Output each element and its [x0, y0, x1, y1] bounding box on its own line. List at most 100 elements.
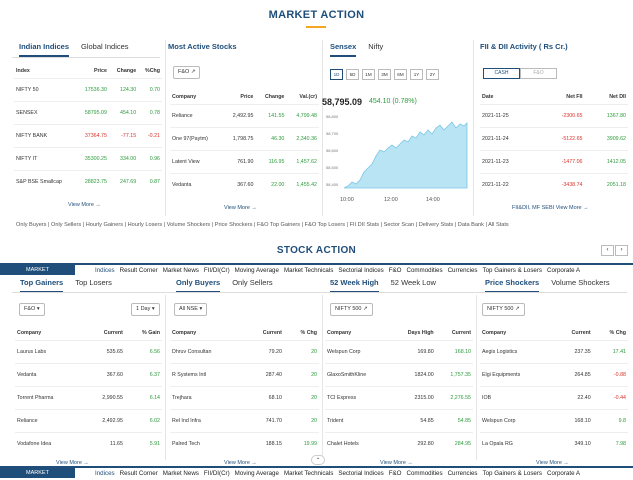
table-row[interactable]: Dhruv Consultan 79.20 20: [170, 339, 319, 363]
table-row[interactable]: SENSEX 58795.09 454.10 0.78: [14, 100, 162, 124]
nav-item[interactable]: Market Technicals: [283, 266, 334, 274]
buyers-dropdown[interactable]: All NSE ▾: [174, 303, 208, 316]
cash-toggle[interactable]: CASH: [483, 68, 520, 79]
nav-item[interactable]: Result Corner: [119, 469, 158, 477]
tab-global-indices[interactable]: Global Indices: [81, 42, 129, 51]
table-row[interactable]: R Systems Intl 287.40 20: [170, 362, 319, 386]
table-row[interactable]: Palred Tech 188.15 19.99: [170, 431, 319, 455]
quick-link[interactable]: Volume Shockers: [166, 222, 211, 228]
table-row[interactable]: Reliance 2,492.95 6.02: [15, 408, 162, 432]
indices-view-more-link[interactable]: View More →: [68, 202, 101, 208]
nav-item[interactable]: Indices: [95, 266, 115, 274]
next-button[interactable]: ›: [615, 245, 628, 256]
nav-item[interactable]: F&O: [388, 469, 402, 477]
navbar-brand[interactable]: MARKET: [0, 468, 75, 478]
table-row[interactable]: 2021-11-25 -2300.65 1367.80: [480, 103, 628, 127]
quick-link[interactable]: Hourly Gainers: [85, 222, 124, 228]
quick-link[interactable]: Data Bank: [457, 222, 484, 228]
tab-indian-indices[interactable]: Indian Indices: [19, 42, 70, 57]
table-row[interactable]: NIFTY IT 35300.25 334.00 0.96: [14, 146, 162, 170]
period-button-1m[interactable]: 1M: [362, 69, 375, 80]
table-row[interactable]: Aegis Logistics 237.35 17.41: [480, 339, 628, 363]
table-row[interactable]: Welspun Corp 168.10 9.8: [480, 408, 628, 432]
table-row[interactable]: 2021-11-24 -5122.65 3909.62: [480, 126, 628, 150]
quick-link[interactable]: Sector Scan: [383, 222, 415, 228]
fii-view-more-link[interactable]: FII&DII, MF SEBI View More →: [512, 205, 589, 211]
table-row[interactable]: La Opala RG 349.10 7.98: [480, 431, 628, 455]
table-row[interactable]: Trejhara 68.10 20: [170, 385, 319, 409]
tab-nifty[interactable]: Nifty: [368, 42, 384, 51]
scroll-up-button[interactable]: ⌃: [311, 455, 325, 465]
table-row[interactable]: Rel Ind Infra 741.70 20: [170, 408, 319, 432]
quick-link[interactable]: F&O Top Gainers: [256, 222, 301, 228]
tab-volume-shockers[interactable]: Volume Shockers: [551, 278, 610, 287]
quick-link[interactable]: Only Sellers: [51, 222, 82, 228]
nav-item[interactable]: Top Gainers & Losers: [482, 266, 543, 274]
nav-item[interactable]: Market Technicals: [283, 469, 334, 477]
navbar-brand[interactable]: MARKET: [0, 265, 75, 275]
table-row[interactable]: Vodafone Idea 11.65 5.91: [15, 431, 162, 455]
table-row[interactable]: 2021-11-23 -1477.06 1412.05: [480, 149, 628, 173]
nav-item[interactable]: Commodities: [406, 469, 443, 477]
table-row[interactable]: Elgi Equipments 264.85 -0.88: [480, 362, 628, 386]
shockers-view-more-link[interactable]: View More →: [536, 460, 569, 466]
nav-item[interactable]: Sectorial Indices: [338, 469, 384, 477]
table-row[interactable]: Trident 54.85 54.85: [325, 408, 473, 432]
table-row[interactable]: S&P BSE Smallcap 28823.75 247.69 0.87: [14, 169, 162, 193]
prev-button[interactable]: ‹: [601, 245, 614, 256]
gainers-view-more-link[interactable]: View More →: [56, 460, 89, 466]
table-row[interactable]: Vedanta 367.60 22.00 1,455.42: [170, 172, 319, 196]
period-button-6m[interactable]: 6M: [394, 69, 407, 80]
table-row[interactable]: GlaxoSmithKline 1824.00 1,757.35: [325, 362, 473, 386]
fno-toggle[interactable]: F&O: [520, 68, 557, 79]
period-button-5d[interactable]: 5D: [346, 69, 359, 80]
table-row[interactable]: 2021-11-22 -3438.74 2051.18: [480, 172, 628, 196]
quick-link[interactable]: Price Shockers: [214, 222, 253, 228]
quick-link[interactable]: F&O Top Losers: [304, 222, 345, 228]
week-high-view-more-link[interactable]: View More →: [380, 460, 413, 466]
table-row[interactable]: NIFTY 50 17536.30 124.30 0.70: [14, 77, 162, 101]
nav-item[interactable]: Indices: [95, 469, 115, 477]
quick-link[interactable]: All Stats: [488, 222, 509, 228]
quick-link[interactable]: FII DII Stats: [349, 222, 380, 228]
nav-item[interactable]: FII/DI(Cr): [203, 266, 230, 274]
nav-item[interactable]: Moving Average: [234, 266, 279, 274]
nav-item[interactable]: F&O: [388, 266, 402, 274]
nav-item[interactable]: Moving Average: [234, 469, 279, 477]
nav-item[interactable]: Corporate A: [547, 266, 581, 274]
quick-link[interactable]: Hourly Losers: [127, 222, 163, 228]
nav-item[interactable]: Commodities: [406, 266, 443, 274]
period-button-1y[interactable]: 1Y: [410, 69, 423, 80]
nav-item[interactable]: Result Corner: [119, 266, 158, 274]
period-button-3m[interactable]: 3M: [378, 69, 391, 80]
table-row[interactable]: Reliance 2,492.95 141.55 4,799.48: [170, 103, 319, 127]
nav-item[interactable]: Sectorial Indices: [338, 266, 384, 274]
tab-only-buyers[interactable]: Only Buyers: [176, 278, 221, 293]
most-active-dropdown[interactable]: F&O ↗: [173, 66, 201, 79]
tab-price-shockers[interactable]: Price Shockers: [485, 278, 540, 293]
nav-item[interactable]: FII/DI(Cr): [203, 469, 230, 477]
quick-link[interactable]: Delivery Stats: [418, 222, 454, 228]
tab-only-sellers[interactable]: Only Sellers: [232, 278, 273, 287]
nav-item[interactable]: Market News: [162, 266, 199, 274]
period-button-2y[interactable]: 2Y: [426, 69, 439, 80]
period-button-1d[interactable]: 1D: [330, 69, 343, 80]
period-dropdown[interactable]: 1 Day ▾: [131, 303, 160, 316]
buyers-view-more-link[interactable]: View More →: [224, 460, 257, 466]
table-row[interactable]: NIFTY BANK 37364.75 -77.15 -0.21: [14, 123, 162, 147]
tab-sensex[interactable]: Sensex: [330, 42, 357, 57]
nav-item[interactable]: Currencies: [447, 469, 478, 477]
nav-item[interactable]: Currencies: [447, 266, 478, 274]
quick-link[interactable]: Only Buyers: [16, 222, 47, 228]
nav-item[interactable]: Market News: [162, 469, 199, 477]
table-row[interactable]: IOB 22.40 -0.44: [480, 385, 628, 409]
nav-item[interactable]: Corporate A: [547, 469, 581, 477]
table-row[interactable]: TCI Express 2315.00 2,276.55: [325, 385, 473, 409]
shockers-dropdown[interactable]: NIFTY 500 ↗: [482, 303, 525, 316]
tab-top-gainers[interactable]: Top Gainers: [20, 278, 64, 293]
tab-top-losers[interactable]: Top Losers: [75, 278, 112, 287]
table-row[interactable]: Latent View 761.90 116.95 1,457.62: [170, 149, 319, 173]
tab-52-week-high[interactable]: 52 Week High: [330, 278, 379, 293]
table-row[interactable]: Chalet Hotels 292.80 284.95: [325, 431, 473, 455]
table-row[interactable]: Laurus Labs 535.65 6.56: [15, 339, 162, 363]
